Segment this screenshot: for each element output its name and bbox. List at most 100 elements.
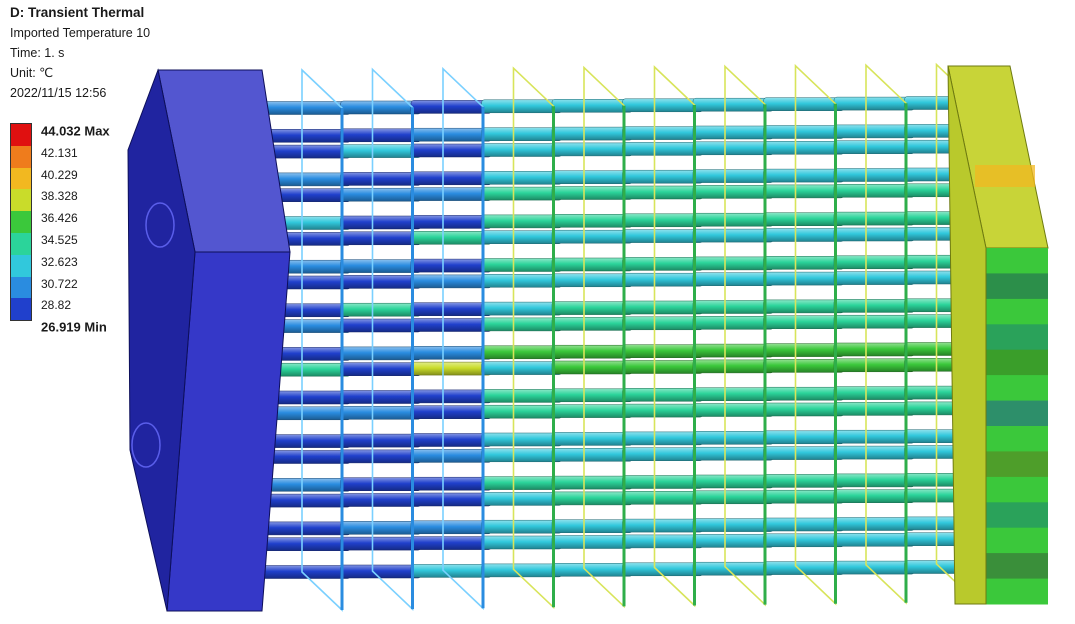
tube xyxy=(551,186,633,200)
tube xyxy=(340,275,422,289)
tube xyxy=(410,187,492,201)
tube xyxy=(622,562,704,577)
tube xyxy=(410,449,492,463)
tube xyxy=(481,432,563,447)
tube xyxy=(551,360,633,375)
tube xyxy=(622,475,704,489)
result-name: Imported Temperature 10 xyxy=(10,26,151,40)
tube xyxy=(763,533,845,548)
tube xyxy=(622,388,704,402)
tube xyxy=(410,302,492,316)
tube xyxy=(410,171,492,186)
tube xyxy=(833,489,915,503)
tube xyxy=(340,390,422,404)
legend-swatch xyxy=(11,298,31,321)
tube xyxy=(551,519,633,533)
tube xyxy=(692,300,774,314)
tube xyxy=(340,493,422,507)
tube xyxy=(833,533,915,547)
legend-level-label: 30.722 xyxy=(41,276,78,291)
tube xyxy=(340,231,422,246)
tube xyxy=(622,534,704,549)
tube xyxy=(833,299,915,313)
legend-color-bar xyxy=(10,123,32,322)
tube xyxy=(340,259,422,273)
tube xyxy=(763,212,845,226)
tube xyxy=(622,229,704,243)
tube xyxy=(551,404,633,418)
tube xyxy=(551,126,633,141)
legend-swatch xyxy=(11,124,31,146)
tube xyxy=(692,169,774,183)
tube xyxy=(833,227,915,242)
tube xyxy=(340,536,422,551)
tube xyxy=(833,342,915,357)
tube xyxy=(410,274,492,289)
legend-level-label: 34.525 xyxy=(41,233,78,247)
tube xyxy=(481,127,563,141)
tube xyxy=(763,430,845,445)
tube xyxy=(481,214,563,229)
tube xyxy=(763,489,845,504)
tube xyxy=(481,301,563,316)
legend-level-label: 38.328 xyxy=(41,189,78,204)
outlet-side-stripe xyxy=(986,324,1048,351)
tube xyxy=(481,186,563,201)
tube xyxy=(833,429,915,444)
tube xyxy=(481,317,563,332)
legend-swatch xyxy=(11,254,31,277)
legend-max-label: 44.032 Max xyxy=(41,123,110,139)
tube xyxy=(833,445,915,460)
tube xyxy=(622,169,704,184)
tube xyxy=(763,141,845,155)
tube xyxy=(551,170,633,184)
legend-level-label: 40.229 xyxy=(41,167,78,182)
tube xyxy=(340,144,422,158)
tube xyxy=(622,185,704,200)
inlet-port-lower xyxy=(131,422,161,468)
outlet-side-stripe xyxy=(986,527,1048,554)
tube xyxy=(261,493,351,508)
tube xyxy=(481,171,563,185)
tube xyxy=(622,300,704,315)
tube xyxy=(763,256,845,270)
legend-level-label: 32.623 xyxy=(41,254,78,269)
tube xyxy=(622,431,704,446)
tube xyxy=(833,386,915,400)
tube xyxy=(622,360,704,374)
tube xyxy=(551,535,633,549)
tube xyxy=(340,215,422,230)
tube xyxy=(692,316,774,330)
outlet-block-front xyxy=(947,65,987,605)
tube xyxy=(833,140,915,154)
tube xyxy=(692,228,774,243)
tube xyxy=(763,125,845,139)
end-blocks xyxy=(127,65,1049,612)
tube xyxy=(833,314,915,329)
tube xyxy=(622,491,704,505)
tube xyxy=(622,142,704,156)
tube xyxy=(622,344,704,358)
tube xyxy=(551,257,633,272)
tube xyxy=(692,403,774,417)
tube xyxy=(833,255,915,270)
tube xyxy=(763,315,845,329)
outlet-side-stripe xyxy=(986,298,1048,325)
tube xyxy=(340,406,422,420)
tube xyxy=(410,405,492,419)
outlet-side-stripe xyxy=(986,451,1048,478)
tube xyxy=(692,561,774,576)
tube xyxy=(622,447,704,461)
temperature-legend: 44.032 Max 42.131 40.229 38.328 36.426 3… xyxy=(10,123,161,335)
tube xyxy=(692,534,774,548)
tube xyxy=(692,343,774,358)
outlet-side-stripe xyxy=(986,349,1048,376)
tube xyxy=(481,345,563,360)
tube xyxy=(410,346,492,360)
legend-swatch xyxy=(11,189,31,212)
legend-level-label: 42.131 xyxy=(41,145,78,160)
tube xyxy=(481,519,563,534)
tube xyxy=(410,536,492,550)
tube xyxy=(692,387,774,401)
